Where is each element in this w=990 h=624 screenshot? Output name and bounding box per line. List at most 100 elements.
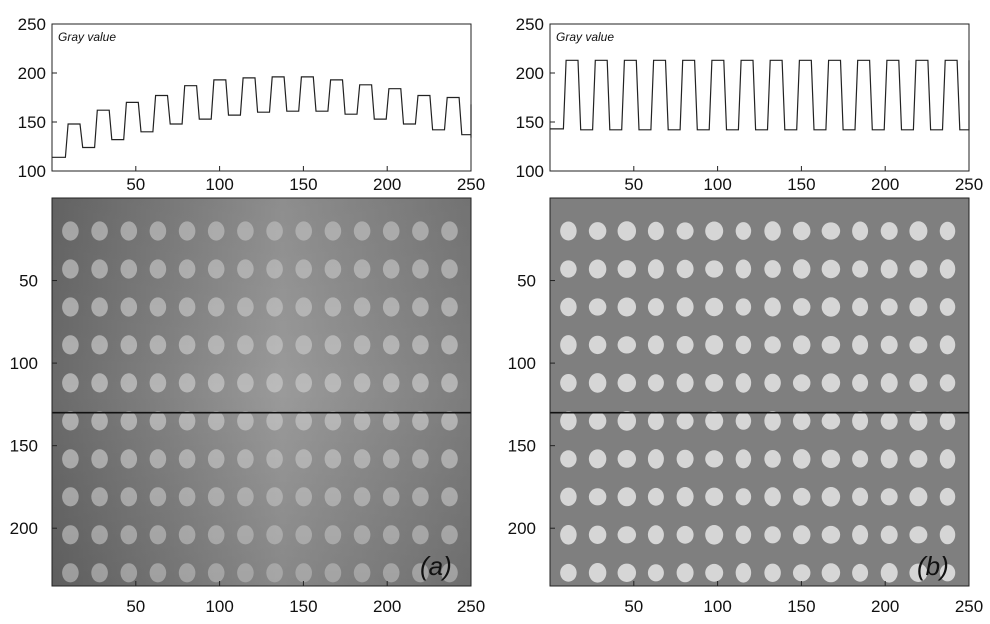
dot-marker	[939, 525, 956, 545]
dot-marker	[852, 563, 869, 582]
x-tick-label: 150	[289, 175, 317, 194]
dot-marker	[676, 336, 694, 354]
y-tick-label: 250	[516, 15, 544, 34]
dot-marker	[792, 298, 811, 316]
dot-marker	[880, 412, 898, 430]
dot-marker	[617, 526, 637, 544]
x-tick-label: 100	[205, 597, 233, 616]
dot-marker	[735, 488, 752, 506]
dot-marker	[588, 488, 607, 506]
dot-marker	[676, 487, 694, 507]
dot-marker	[735, 222, 752, 240]
dot-marker	[764, 336, 781, 354]
dot-marker	[909, 487, 928, 507]
dot-marker	[705, 374, 724, 392]
dot-marker	[939, 411, 956, 431]
dot-marker	[909, 260, 928, 278]
dot-marker	[939, 374, 956, 392]
dot-marker	[909, 221, 928, 241]
dot-marker	[560, 335, 577, 355]
dot-marker	[705, 260, 724, 278]
profile-b-curve	[550, 59, 970, 131]
dot-marker	[647, 374, 664, 392]
dot-marker	[852, 297, 869, 317]
dot-marker	[735, 259, 752, 279]
y-tick-label: 200	[10, 519, 38, 538]
dot-marker	[792, 259, 811, 279]
dot-marker	[705, 221, 724, 241]
image-b-background	[550, 198, 969, 586]
dot-marker	[764, 563, 781, 582]
dot-marker	[880, 525, 898, 544]
profile-a-title: Gray value	[58, 30, 116, 44]
dot-marker	[764, 487, 781, 507]
dot-marker	[735, 412, 752, 430]
dot-marker	[588, 525, 607, 544]
dot-marker	[647, 221, 664, 241]
x-tick-label: 200	[871, 597, 899, 616]
y-tick-label: 50	[19, 272, 38, 291]
x-tick-label: 200	[871, 175, 899, 194]
dot-marker	[909, 411, 928, 431]
dot-marker	[880, 298, 898, 316]
dot-marker	[560, 487, 577, 506]
dot-marker	[588, 563, 607, 583]
x-tick-label: 150	[289, 597, 317, 616]
x-tick-label: 50	[126, 597, 145, 616]
dot-marker	[676, 412, 694, 430]
dot-marker	[676, 222, 694, 240]
dot-marker	[821, 412, 841, 430]
y-tick-label: 100	[516, 162, 544, 181]
dot-marker	[617, 450, 637, 468]
dot-marker	[880, 222, 898, 240]
x-tick-label: 250	[457, 175, 485, 194]
image-b-label: (b)	[917, 551, 949, 581]
dot-marker	[821, 449, 841, 469]
dot-marker	[792, 525, 811, 545]
dot-marker	[735, 335, 752, 355]
profile-panel-a: Gray value 50 100 150 200 250 100 150 200 250	[18, 15, 486, 194]
dot-marker	[939, 564, 956, 582]
dot-marker	[764, 260, 781, 278]
dot-marker	[909, 526, 928, 544]
x-tick-label: 150	[787, 597, 815, 616]
image-a-label: (a)	[420, 551, 452, 581]
dot-marker	[764, 373, 781, 393]
dot-marker	[560, 450, 577, 468]
dot-marker	[880, 373, 898, 393]
image-a-shading	[52, 198, 471, 586]
profile-b-axis-ticks: 50 100 150 200 250 100 150 200 250	[516, 15, 984, 194]
dot-marker	[792, 221, 811, 241]
dot-marker	[880, 449, 898, 469]
dot-marker	[852, 335, 869, 355]
dot-marker	[792, 564, 811, 582]
dot-marker	[647, 259, 664, 279]
dot-marker	[939, 487, 956, 506]
dot-marker	[676, 449, 694, 469]
image-b-frame	[549, 197, 970, 587]
image-b-dots	[560, 221, 956, 583]
dot-marker	[560, 525, 577, 545]
dot-marker	[676, 563, 694, 583]
dot-marker	[560, 374, 577, 392]
dot-marker	[764, 411, 781, 431]
dot-marker	[821, 336, 841, 354]
y-tick-label: 200	[18, 64, 46, 83]
dot-marker	[560, 563, 577, 582]
dot-marker	[852, 525, 869, 545]
dot-marker	[735, 563, 752, 583]
x-tick-label: 250	[955, 597, 983, 616]
profile-panel-b: Gray value 50 100 150 200 250 100 150 200 250	[516, 15, 984, 194]
dot-marker	[676, 373, 694, 393]
dot-marker	[821, 373, 841, 393]
dot-marker	[821, 259, 841, 279]
dot-marker	[647, 449, 664, 469]
dot-marker	[588, 449, 607, 469]
dot-marker	[588, 259, 607, 279]
y-tick-label: 100	[508, 354, 536, 373]
x-tick-label: 250	[955, 175, 983, 194]
dot-marker	[617, 563, 637, 582]
profile-a-axis-ticks: 50 100 150 200 250 100 150 200 250	[18, 15, 486, 194]
dot-marker	[852, 450, 869, 468]
